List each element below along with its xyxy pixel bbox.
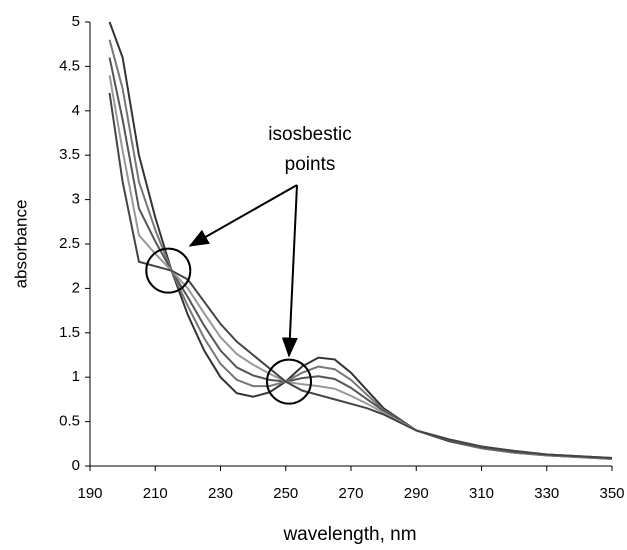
x-axis-title: wavelength, nm (282, 524, 416, 545)
y-tick-label: 3.5 (59, 146, 80, 163)
y-tick-label: 4 (72, 102, 80, 119)
annotation-arrow (188, 184, 298, 247)
y-tick-label: 3 (72, 191, 80, 208)
x-tick-label: 350 (599, 485, 624, 502)
spectrum-line (108, 39, 613, 460)
x-tick-label: 310 (469, 485, 494, 502)
y-tick-label: 0.5 (59, 413, 80, 430)
x-tick-label: 190 (77, 485, 102, 502)
x-tick-label: 290 (404, 485, 429, 502)
y-tick-label: 2.5 (59, 235, 80, 252)
y-tick-label: 1.5 (59, 324, 80, 341)
x-tick-label: 250 (273, 485, 298, 502)
annotation-arrow (281, 184, 298, 358)
isosbestic-circle (266, 358, 313, 405)
x-tick-label: 270 (338, 485, 363, 502)
y-axis-title: absorbance (11, 200, 30, 289)
y-tick-label: 0 (72, 457, 80, 474)
spectrum-line (108, 21, 613, 460)
y-tick-label: 1 (72, 368, 80, 385)
spectrum-line (108, 92, 613, 460)
annotation-text: points (285, 154, 336, 175)
spectrum-line (108, 75, 613, 460)
y-tick-label: 4.5 (59, 57, 80, 74)
y-tick-label: 5 (72, 13, 80, 30)
annotation-text: isosbestic (268, 124, 351, 145)
x-tick-label: 230 (208, 485, 233, 502)
isosbestic-circle (145, 247, 192, 294)
x-tick-label: 210 (143, 485, 168, 502)
x-tick-label: 330 (534, 485, 559, 502)
y-tick-label: 2 (72, 279, 80, 296)
